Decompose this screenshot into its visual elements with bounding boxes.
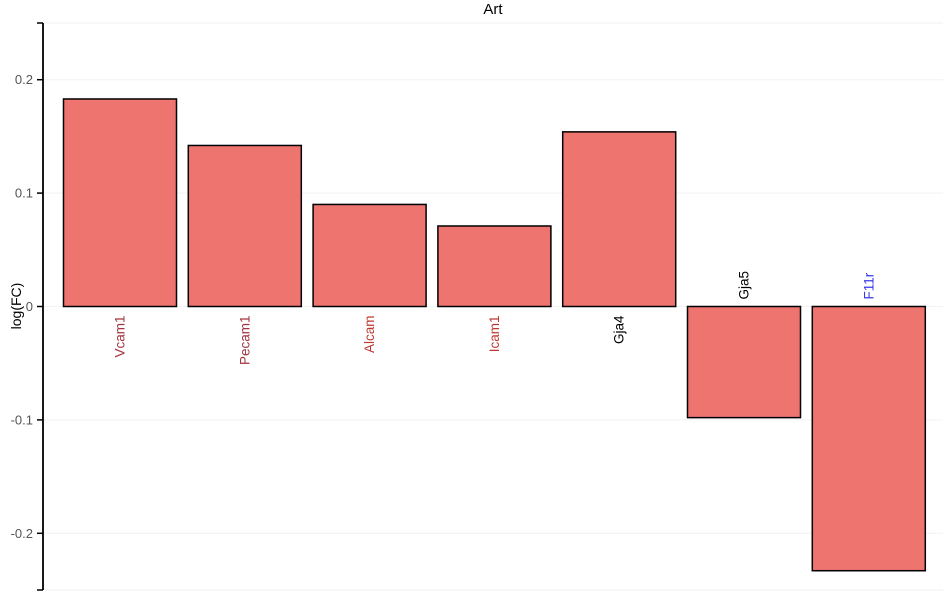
bar [686, 305, 802, 419]
y-tick-label: -0.2 [11, 526, 33, 541]
y-tick-label: -0.1 [11, 412, 33, 427]
y-tick-label: 0.2 [15, 72, 33, 87]
chart-title: Art [483, 1, 503, 18]
bar-label: Icam1 [487, 316, 502, 353]
bar [187, 144, 303, 308]
bar [561, 131, 677, 308]
bar [312, 203, 427, 308]
y-tick-label: 0 [26, 299, 33, 314]
bar-label: Vcam1 [113, 316, 128, 358]
bar-label: Pecam1 [237, 316, 252, 366]
bar [811, 305, 927, 572]
bar-label: Gja5 [737, 271, 752, 300]
bar-label: F11r [861, 272, 876, 299]
y-tick-label: 0.1 [15, 186, 33, 201]
bar [437, 225, 552, 308]
bar-label: Alcam [362, 316, 377, 354]
bar-label: Gja4 [612, 315, 627, 344]
bar [62, 98, 178, 308]
y-axis-label: log(FC) [8, 282, 24, 330]
